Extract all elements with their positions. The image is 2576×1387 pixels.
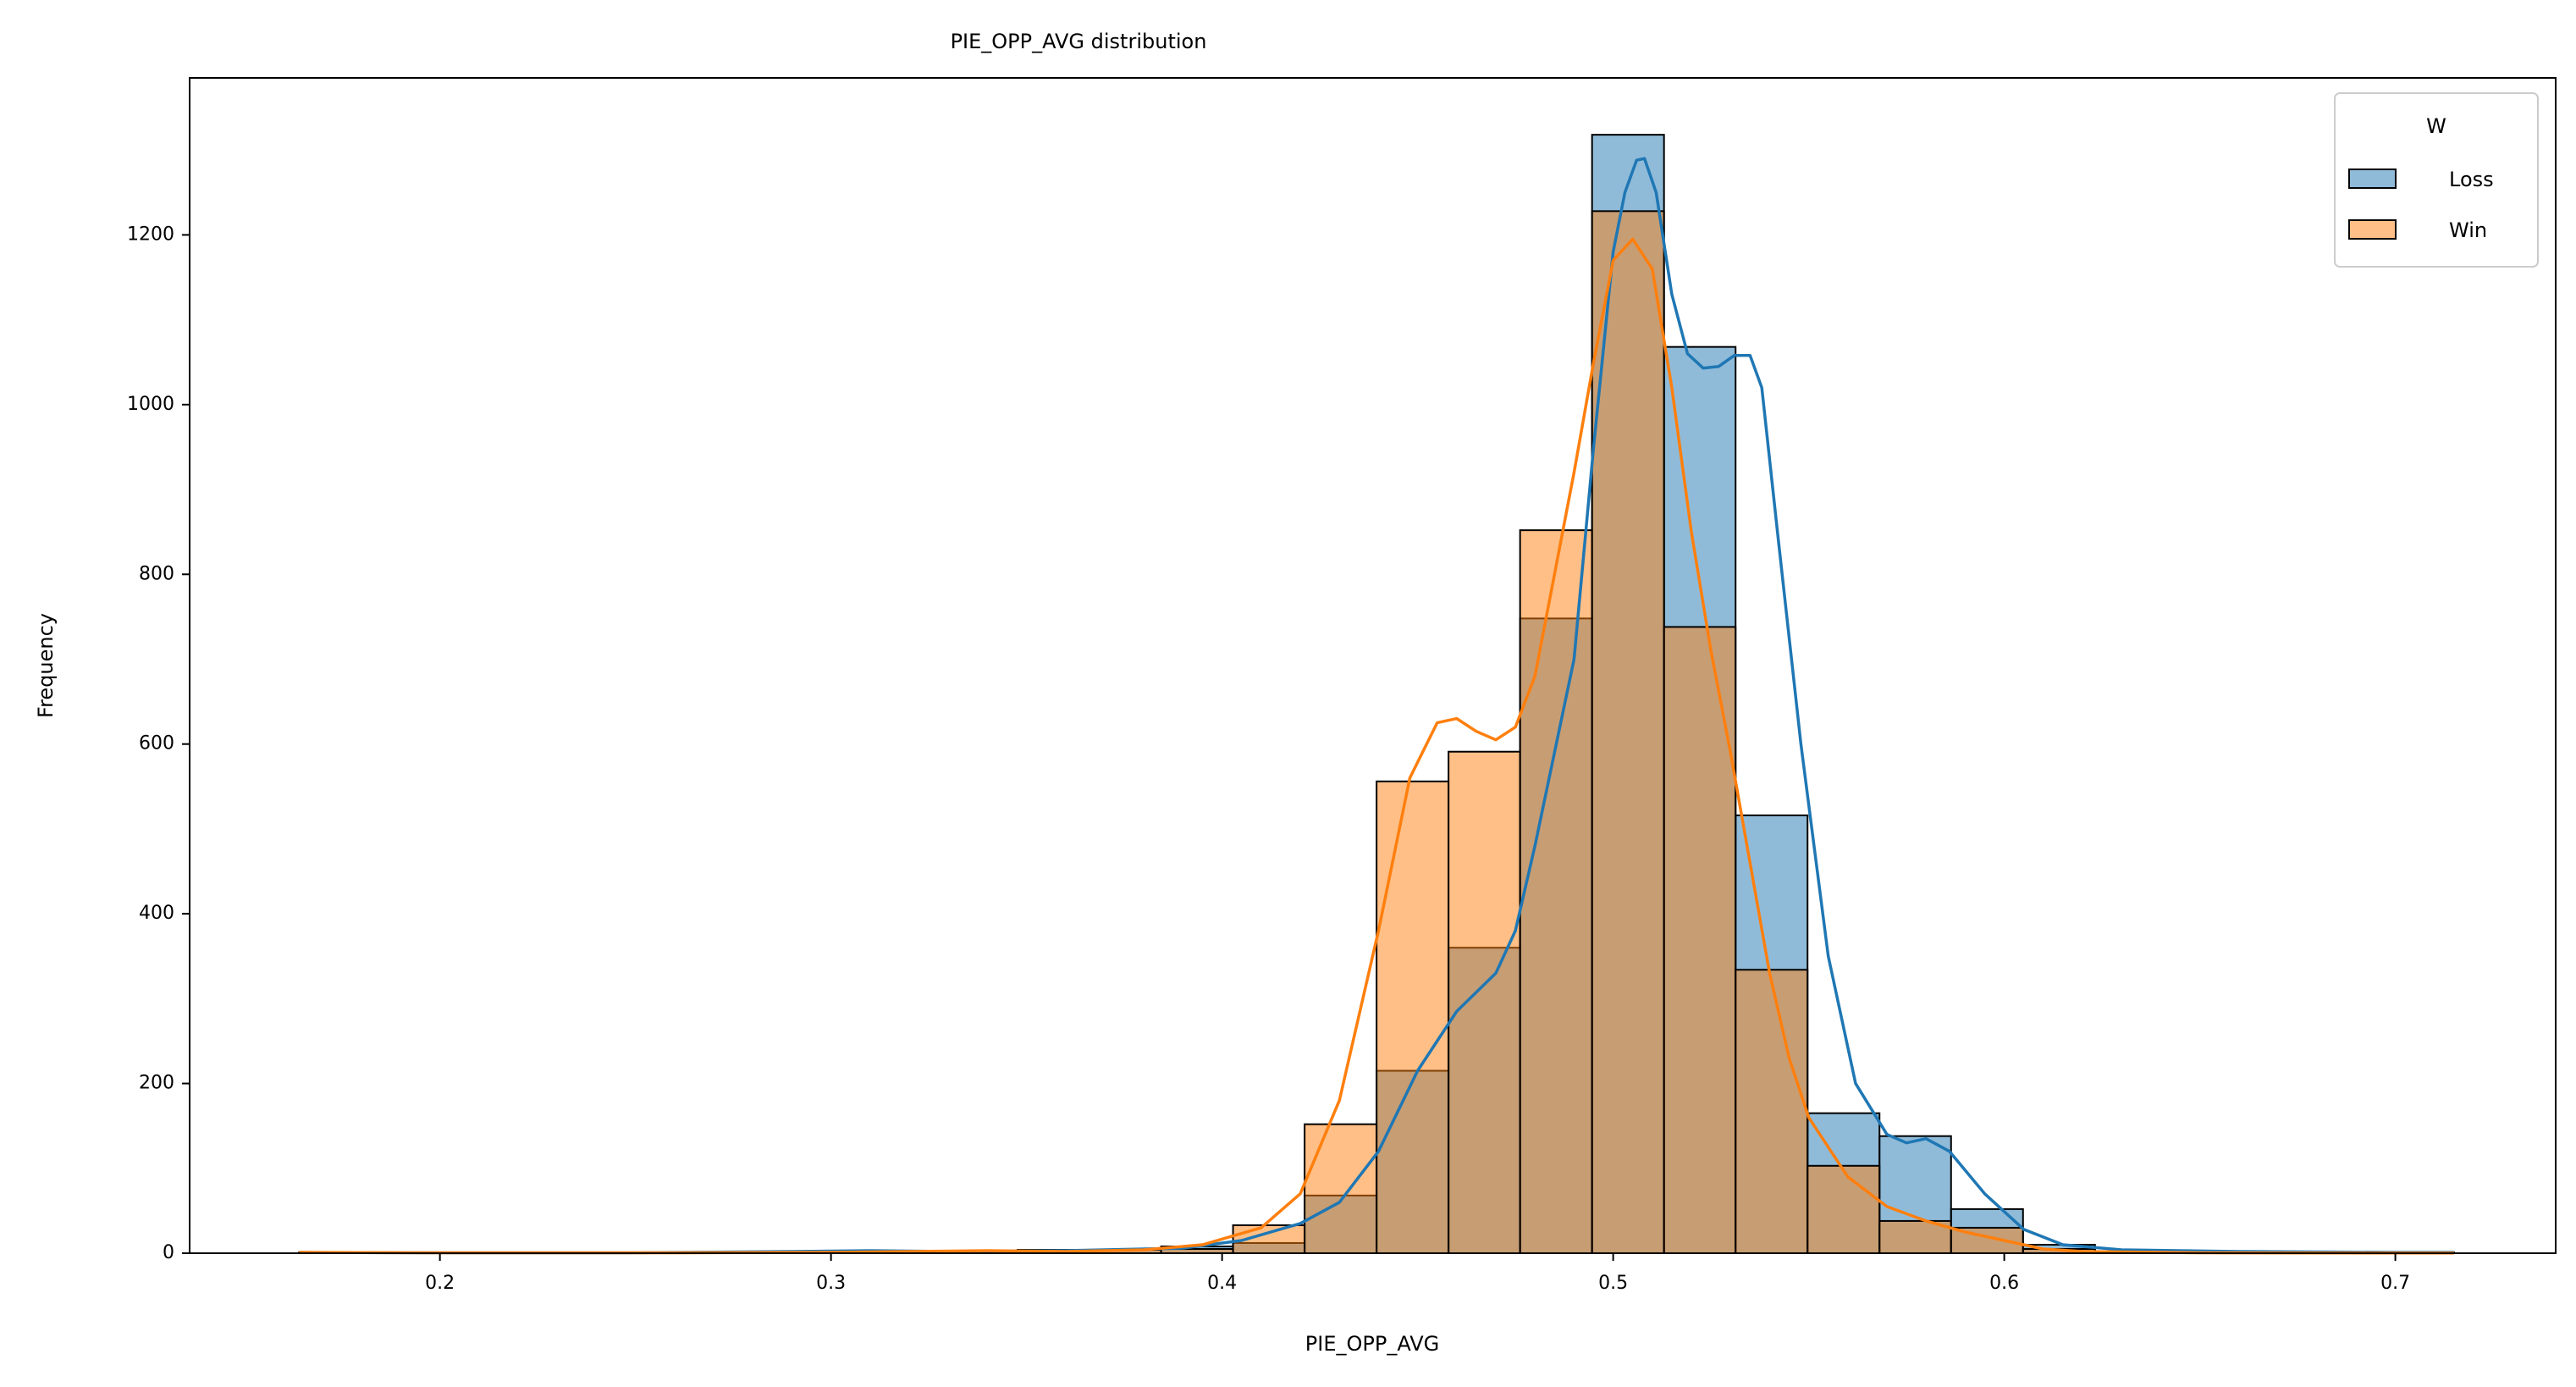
x-tick-label: 0.5	[1598, 1273, 1628, 1294]
bar-win	[1807, 1164, 1881, 1254]
x-tick-label: 0.2	[425, 1273, 455, 1294]
y-tick-label: 200	[139, 1073, 174, 1094]
legend-swatch-loss	[2348, 169, 2397, 189]
chart-title: PIE_OPP_AVG distribution	[951, 30, 1207, 53]
y-tick-label: 0	[163, 1242, 174, 1263]
legend: W Loss Win	[2334, 92, 2539, 268]
bar-win	[1376, 780, 1450, 1254]
x-tick-label: 0.6	[1989, 1273, 2019, 1294]
legend-title: W	[2426, 114, 2446, 138]
kde-line-win	[299, 237, 2454, 1255]
y-axis-label: Frequency	[34, 613, 58, 718]
bar-win	[1591, 210, 1665, 1254]
y-axis-ticks: 0 200 400 600 800 1000 1200	[127, 224, 190, 1263]
bar-win	[1519, 529, 1593, 1254]
kde-curves	[299, 157, 2454, 1255]
axes-frame	[189, 77, 2557, 1254]
y-tick-label: 1200	[127, 224, 174, 245]
x-axis-label: PIE_OPP_AVG	[1305, 1332, 1439, 1356]
series-win-bars	[298, 210, 2168, 1255]
bar-win	[1448, 750, 1521, 1254]
y-tick-label: 800	[139, 563, 174, 584]
y-tick-label: 400	[139, 903, 174, 924]
x-tick-label: 0.3	[816, 1273, 846, 1294]
plot-area	[298, 134, 2455, 1255]
x-axis-ticks: 0.2 0.3 0.4 0.5 0.6 0.7	[425, 1253, 2410, 1294]
y-tick-label: 600	[139, 733, 174, 754]
bar-win	[1304, 1123, 1378, 1255]
kde-line-loss	[299, 157, 2454, 1255]
x-tick-label: 0.4	[1207, 1273, 1237, 1294]
bar-win	[1735, 969, 1809, 1254]
legend-swatch-win	[2348, 219, 2397, 240]
legend-label-loss: Loss	[2449, 168, 2494, 191]
legend-label-win: Win	[2449, 218, 2487, 242]
x-tick-label: 0.7	[2380, 1273, 2410, 1294]
y-tick-label: 1000	[127, 394, 174, 415]
bar-win	[1663, 626, 1737, 1254]
